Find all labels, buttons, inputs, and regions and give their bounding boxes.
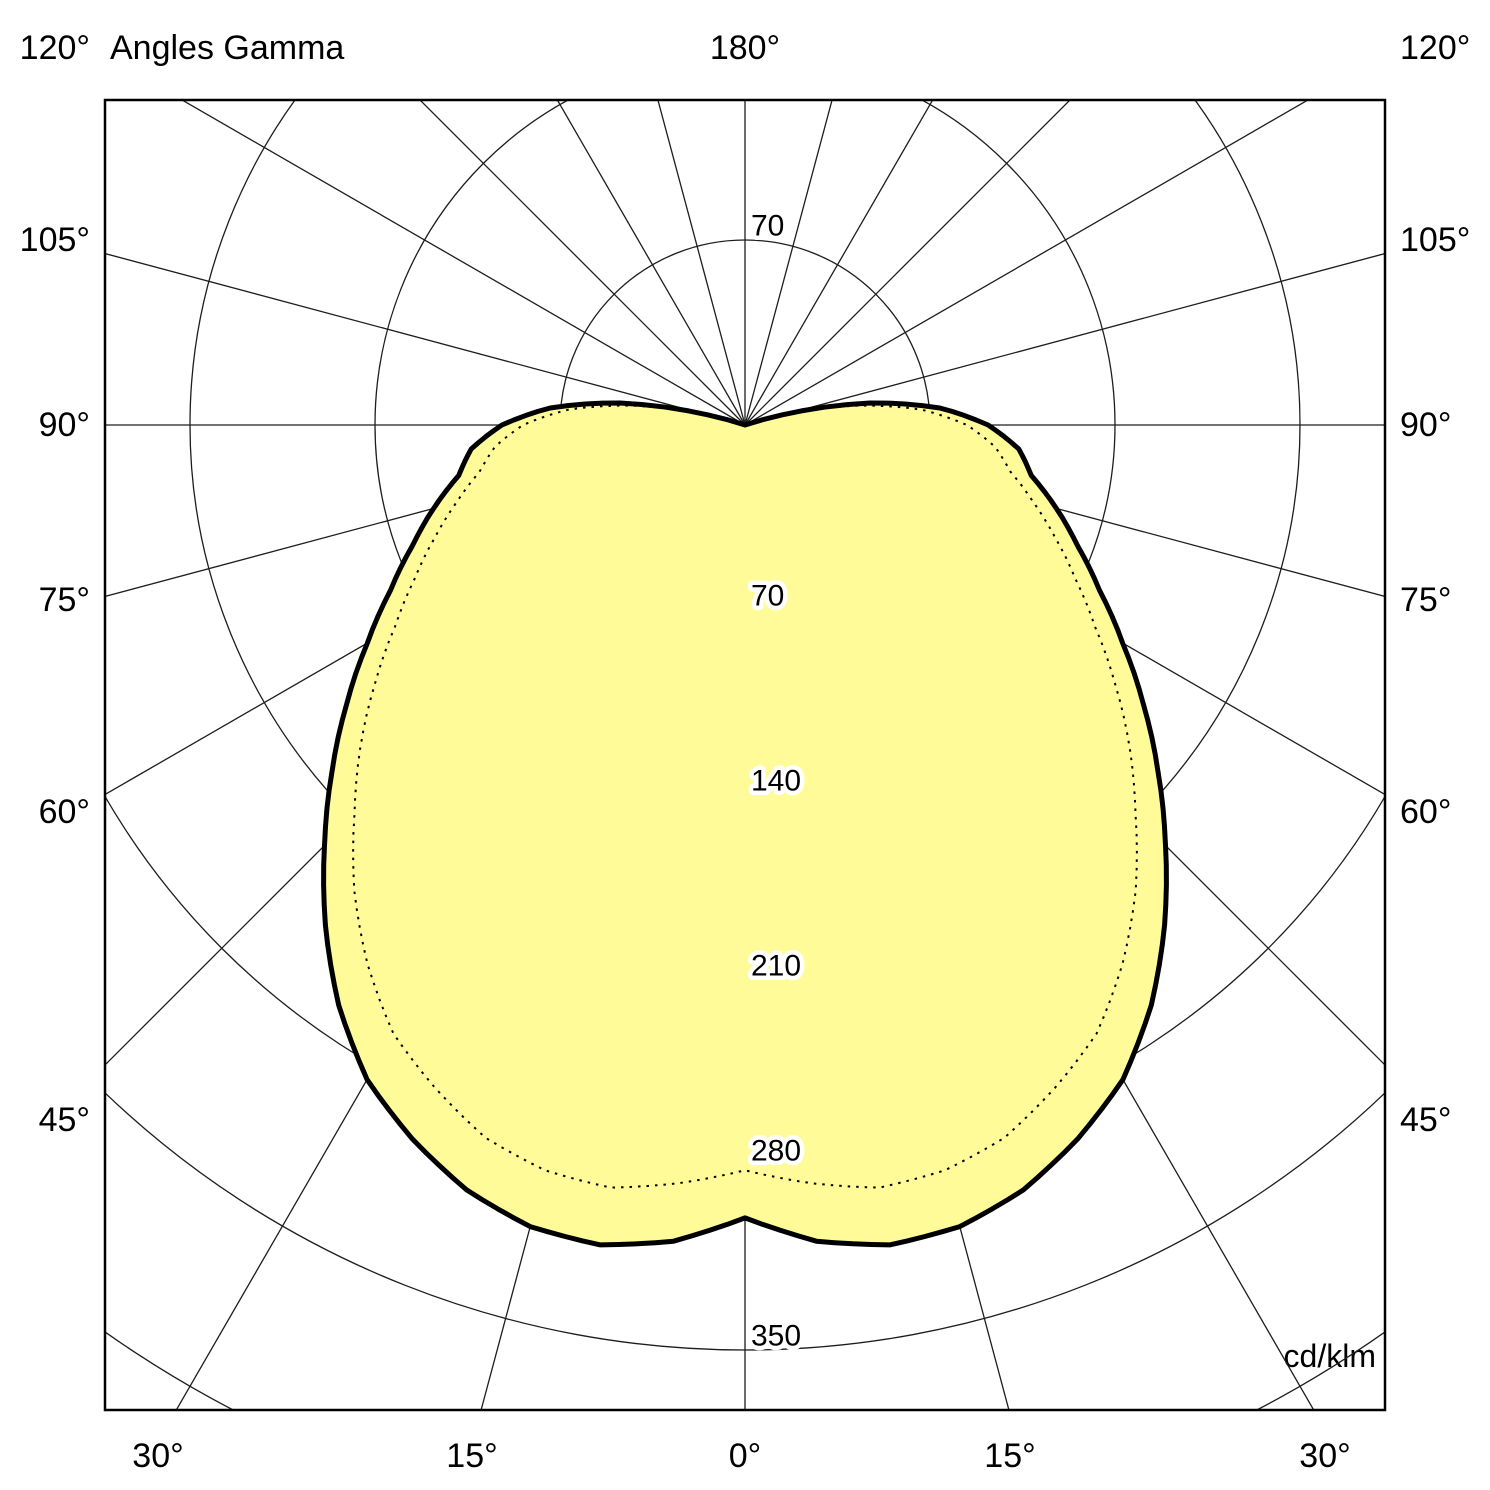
gamma-axis-label-left: 90° — [39, 406, 90, 444]
gamma-axis-label-left: 60° — [39, 793, 90, 831]
gamma-axis-label-right: 45° — [1400, 1101, 1451, 1139]
gamma-axis-label-right: 105° — [1400, 221, 1470, 259]
top-axis-label-180: 180° — [710, 29, 780, 67]
gamma-axis-label-bottom: 30° — [1299, 1437, 1350, 1475]
gamma-axis-label-left: 75° — [39, 581, 90, 619]
gamma-gridline-ray — [744, 100, 1310, 426]
radial-value-label: 140 — [751, 765, 801, 798]
radial-value-label-top: 70 — [751, 210, 784, 243]
gamma-gridline-ray — [744, 100, 934, 426]
gamma-gridline-ray — [105, 252, 746, 426]
gamma-axis-label-right: 120° — [1400, 29, 1470, 67]
radial-value-label: 70 — [751, 580, 784, 613]
gamma-axis-label-left: 120° — [20, 29, 90, 67]
gamma-axis-label-bottom: 15° — [446, 1437, 497, 1475]
axis-labels-layer: 120° 120° 105° 105° 90° 90° 75° 75° 60° 60° 45° 45°… — [15, 25, 1475, 1480]
frame-layer — [103, 98, 1387, 1412]
gamma-axis-label-bottom: 15° — [984, 1437, 1035, 1475]
gamma-gridline-ray — [744, 100, 833, 426]
plot-frame — [103, 98, 1387, 1412]
gamma-gridline-ray — [657, 100, 746, 426]
radial-value-label: 210 — [751, 950, 801, 983]
radial-value-label: 280 — [751, 1135, 801, 1168]
gamma-axis-label-bottom: 30° — [132, 1437, 183, 1475]
intensity-curve-solid — [321, 400, 1169, 1248]
gamma-axis-label-left: 45° — [39, 1101, 90, 1139]
gamma-gridline-ray — [744, 100, 1071, 426]
gamma-axis-label-left: 105° — [20, 221, 90, 259]
chart-title: Angles Gamma — [110, 29, 344, 67]
gamma-gridline-ray — [556, 100, 746, 426]
gamma-gridline-ray — [180, 100, 746, 426]
radial-value-label: 350 — [751, 1320, 801, 1353]
gamma-gridline-ray — [744, 252, 1385, 426]
gamma-gridline-ray — [419, 100, 746, 426]
curves-layer — [321, 400, 1169, 1248]
gamma-axis-label-bottom: 0° — [729, 1437, 762, 1475]
gamma-axis-label-right: 90° — [1400, 406, 1451, 444]
gamma-axis-label-right: 75° — [1400, 581, 1451, 619]
gamma-axis-label-right: 60° — [1400, 793, 1451, 831]
